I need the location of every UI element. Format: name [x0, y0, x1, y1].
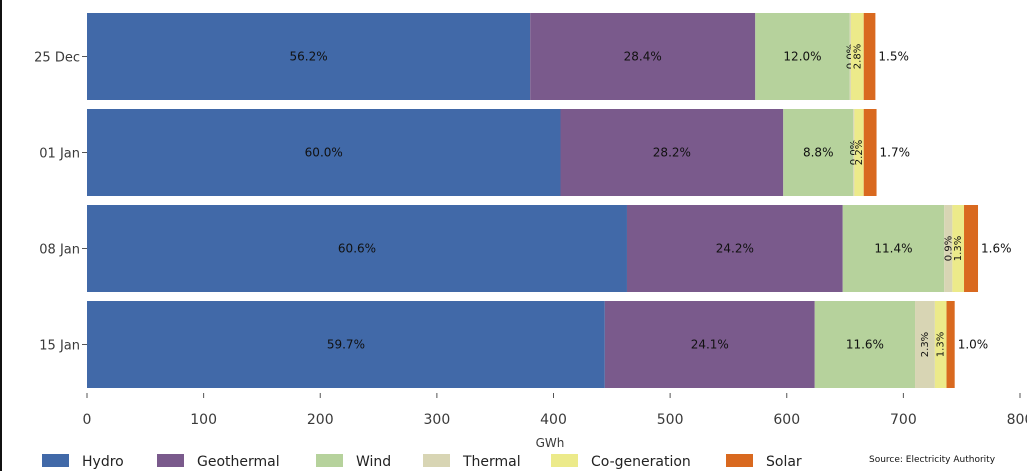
data-label: 2.8% [852, 44, 863, 69]
data-label: 2.3% [920, 332, 931, 357]
bar-segment [560, 109, 784, 196]
data-label: 28.4% [624, 50, 662, 64]
data-label: 11.6% [846, 338, 884, 352]
data-label: 24.2% [716, 242, 754, 256]
legend-label: Wind [356, 454, 391, 470]
x-tick-label: 400 [540, 412, 567, 428]
bar-segment [87, 301, 605, 388]
legend-swatch [423, 454, 450, 467]
legend-label: Hydro [82, 454, 124, 470]
x-axis-title: GWh [536, 436, 565, 450]
legend-swatch [316, 454, 343, 467]
legend-label: Co-generation [591, 454, 691, 470]
bar-segment [854, 109, 864, 196]
legend-label: Geothermal [197, 454, 280, 470]
data-label: 12.0% [783, 50, 821, 64]
data-label: 8.8% [803, 146, 834, 160]
bar-segment [952, 205, 965, 292]
data-label: 60.0% [305, 146, 343, 160]
bar-segment [863, 13, 876, 100]
x-tick-label: 500 [657, 412, 684, 428]
bar-segment [863, 109, 877, 196]
data-label: 1.7% [880, 146, 911, 160]
x-tick-label: 800 [1007, 412, 1027, 428]
bar-segment [964, 205, 979, 292]
data-label: 1.3% [953, 236, 964, 261]
x-tick-label: 0 [83, 412, 92, 428]
x-tick-label: 100 [190, 412, 217, 428]
data-label: 1.5% [878, 50, 909, 64]
data-label: 59.7% [327, 338, 365, 352]
source-note: Source: Electricity Authority [869, 455, 996, 465]
bar-segment [530, 13, 756, 100]
bar-segment [915, 301, 935, 388]
data-label: 0.9% [943, 236, 954, 261]
category-label: 15 Jan [39, 339, 80, 354]
bar-segment [783, 109, 854, 196]
data-label: 60.6% [338, 242, 376, 256]
legend-label: Thermal [462, 454, 521, 470]
legend-swatch [157, 454, 184, 467]
bar-segment [842, 205, 945, 292]
legend-swatch [551, 454, 578, 467]
legend-label: Solar [766, 454, 802, 470]
category-label: 25 Dec [34, 51, 80, 66]
data-label: 0.0% [845, 44, 856, 69]
data-label: 1.0% [958, 338, 989, 352]
bar-segment [814, 301, 916, 388]
data-label: 24.1% [691, 338, 729, 352]
category-label: 08 Jan [39, 243, 80, 258]
data-label: 1.3% [936, 332, 947, 357]
bar-segment [946, 301, 955, 388]
data-label: 1.6% [981, 242, 1012, 256]
x-tick-label: 600 [773, 412, 800, 428]
legend-swatch [42, 454, 69, 467]
bar-segment [604, 301, 815, 388]
data-label: 11.4% [874, 242, 912, 256]
data-label: 0.0% [849, 140, 860, 165]
bar-segment [87, 109, 561, 196]
bar-segment [87, 13, 531, 100]
bar-segment [849, 13, 851, 100]
data-label: 56.2% [290, 50, 328, 64]
x-tick-label: 200 [307, 412, 334, 428]
x-tick-label: 700 [890, 412, 917, 428]
bar-segment [944, 205, 953, 292]
bar-segment [853, 109, 855, 196]
legend-swatch [726, 454, 753, 467]
data-label: 2.2% [854, 140, 865, 165]
x-tick-label: 300 [424, 412, 451, 428]
data-label: 28.2% [653, 146, 691, 160]
bar-segment [626, 205, 843, 292]
bar-segment [755, 13, 850, 100]
bar-segment [934, 301, 947, 388]
bar-segment [87, 205, 627, 292]
bar-segment [850, 13, 864, 100]
category-label: 01 Jan [39, 147, 80, 162]
